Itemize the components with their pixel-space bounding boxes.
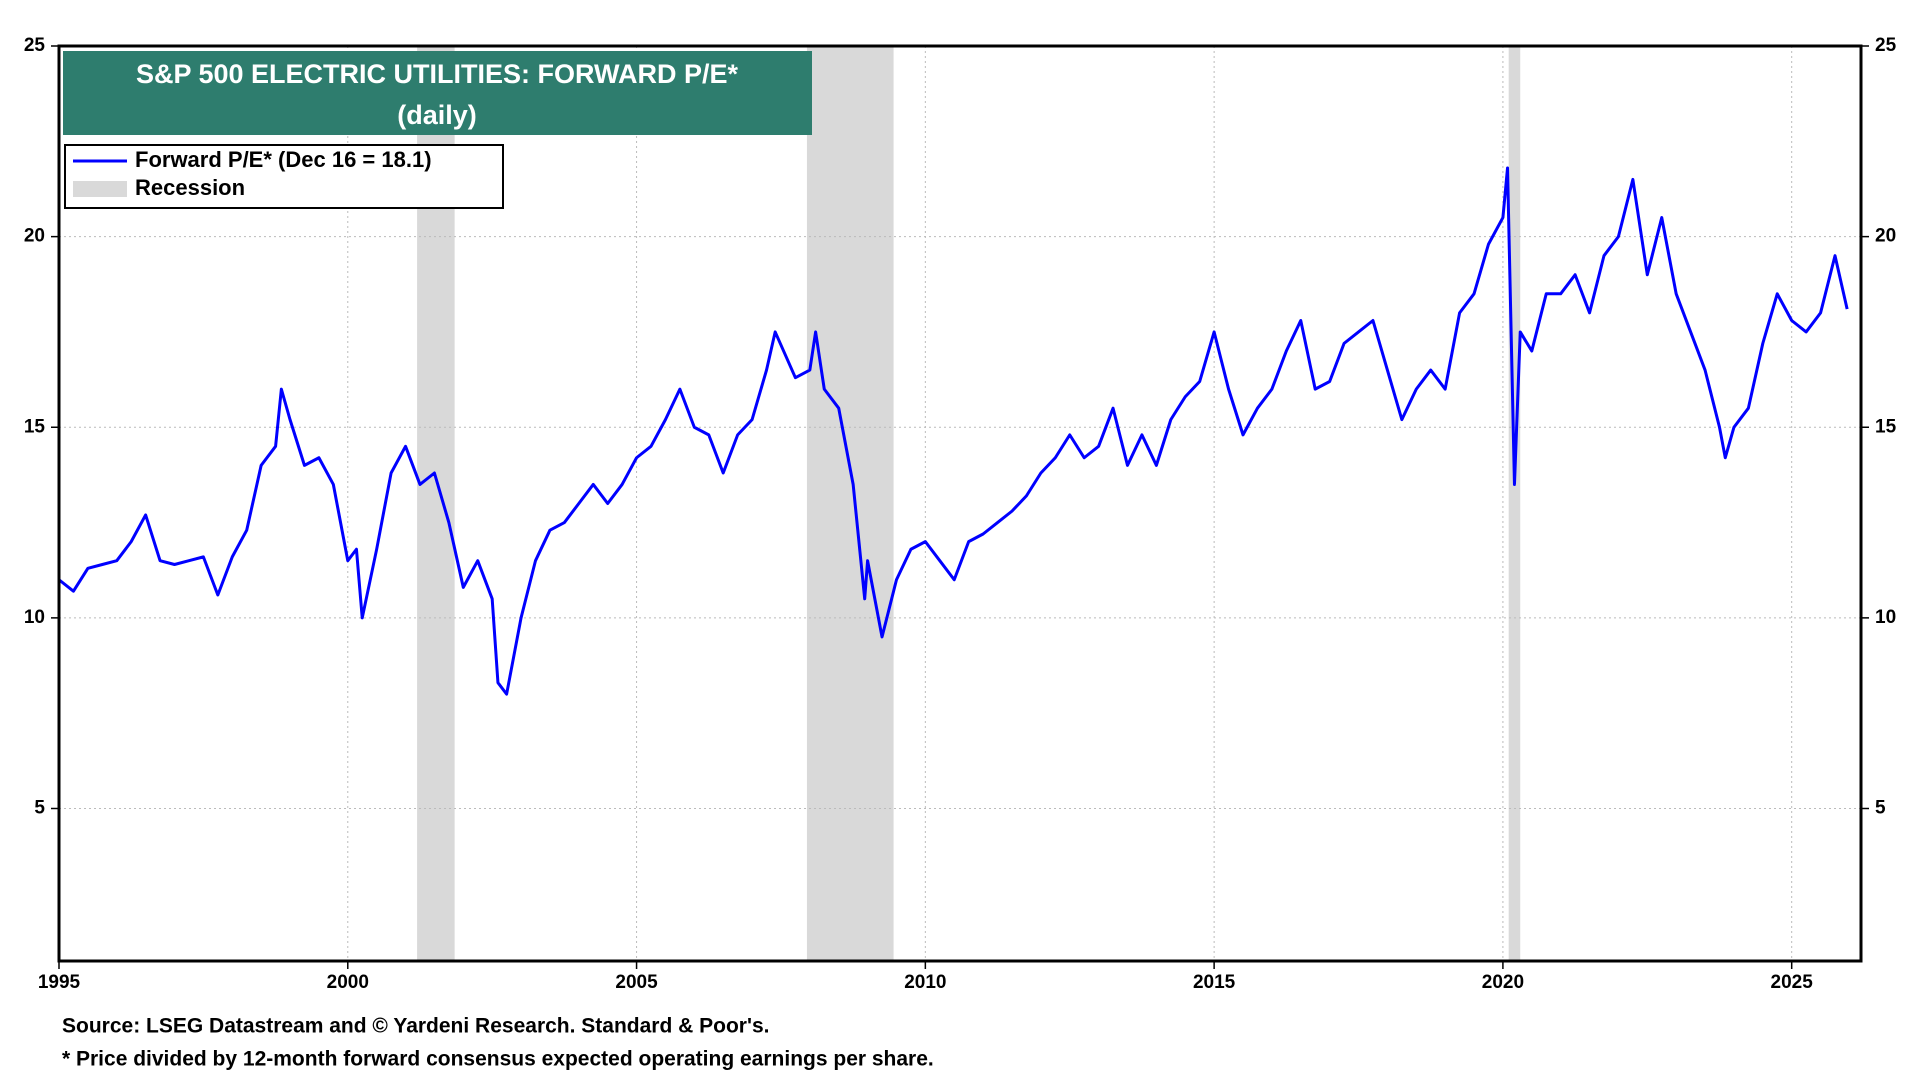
y-tick-label: 5: [34, 798, 45, 819]
x-tick-label: 2025: [1771, 972, 1814, 993]
y2-tick-label: 15: [1875, 416, 1897, 437]
x-tick-label: 2020: [1482, 972, 1524, 993]
chart-subtitle: (daily): [397, 100, 477, 130]
x-tick-label: 2010: [904, 972, 946, 993]
y2-tick-label: 5: [1875, 798, 1886, 819]
y2-tick-label: 25: [1875, 35, 1897, 56]
source-note: Source: LSEG Datastream and © Yardeni Re…: [62, 1015, 769, 1038]
legend-label: Recession: [135, 175, 245, 200]
recession-band: [1508, 46, 1521, 961]
chart-title: S&P 500 ELECTRIC UTILITIES: FORWARD P/E*: [136, 59, 739, 89]
legend-box: [64, 144, 504, 209]
x-tick-label: 2005: [615, 972, 658, 993]
x-tick-label: 1995: [38, 972, 81, 993]
footnote: * Price divided by 12-month forward cons…: [62, 1048, 934, 1071]
y-tick-label: 25: [24, 35, 46, 56]
y2-tick-label: 10: [1875, 607, 1896, 628]
legend-label: Forward P/E* (Dec 16 = 18.1): [135, 147, 432, 172]
legend-swatch: [73, 181, 127, 197]
y2-tick-label: 20: [1875, 226, 1896, 247]
y-tick-label: 20: [24, 226, 45, 247]
y-tick-label: 15: [24, 416, 46, 437]
x-tick-label: 2015: [1193, 972, 1236, 993]
x-tick-label: 2000: [327, 972, 369, 993]
y-tick-label: 10: [24, 607, 45, 628]
title-box: [63, 51, 812, 135]
recession-band: [806, 46, 894, 961]
series-line: [58, 166, 1849, 696]
plot-frame: [57, 44, 1863, 963]
